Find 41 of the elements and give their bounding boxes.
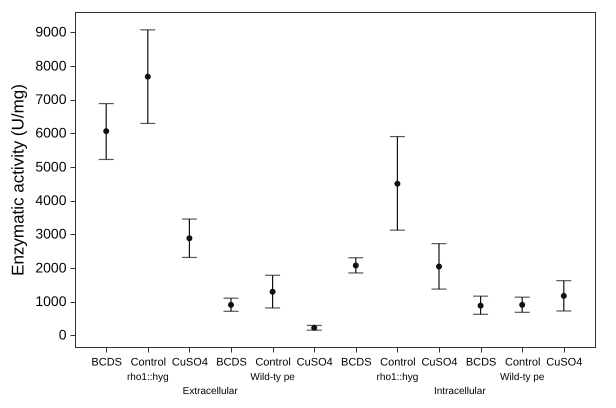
point [478,302,484,309]
point [228,302,234,308]
x-tick-label: BCDS [466,356,496,368]
point [270,288,276,295]
point [144,74,151,80]
y-tick-label: 8000 [35,57,67,74]
x-tick-label: CuSO4 [421,356,458,368]
text: Extracellular [182,386,238,397]
x-tick-label: Control [504,356,540,368]
text: Intracellular [434,386,486,397]
y-tick-label: 3000 [35,226,67,242]
point [519,302,526,308]
y-tick-label: 2000 [35,259,67,276]
x-tick-label: CuSO4 [172,356,208,368]
x-tick-label: BCDS [341,356,372,368]
y-tick-label: 1000 [35,293,67,310]
text: rho1::hyg [126,372,169,383]
point [311,324,318,331]
point [394,180,400,187]
text: Wild-ty pe [500,372,545,383]
x-tick-label: CuSO4 [546,356,582,368]
x-tick-label: BCDS [216,356,247,368]
point [186,235,192,242]
y-tick-label: 9000 [35,24,67,40]
x-tick-label: Control [255,356,291,368]
y-tick-label: 0 [58,326,67,343]
point [103,128,110,134]
y-tick-label: 6000 [35,124,67,141]
point [560,292,567,299]
y-tick-label: 5000 [35,158,67,174]
y-tick-label: 4000 [35,192,67,208]
y-axis-title: Enzymatic activity (U/mg) [8,84,28,276]
x-tick-label: BCDS [91,356,122,368]
x-tick-label: Control [130,356,166,368]
text: rho1::hyg [376,372,418,383]
y-tick-label: 7000 [35,91,67,108]
point [352,262,359,269]
point [436,264,442,270]
x-tick-label: CuSO4 [296,356,333,368]
x-tick-label: Control [380,356,416,368]
text: Wild-ty pe [250,372,296,383]
